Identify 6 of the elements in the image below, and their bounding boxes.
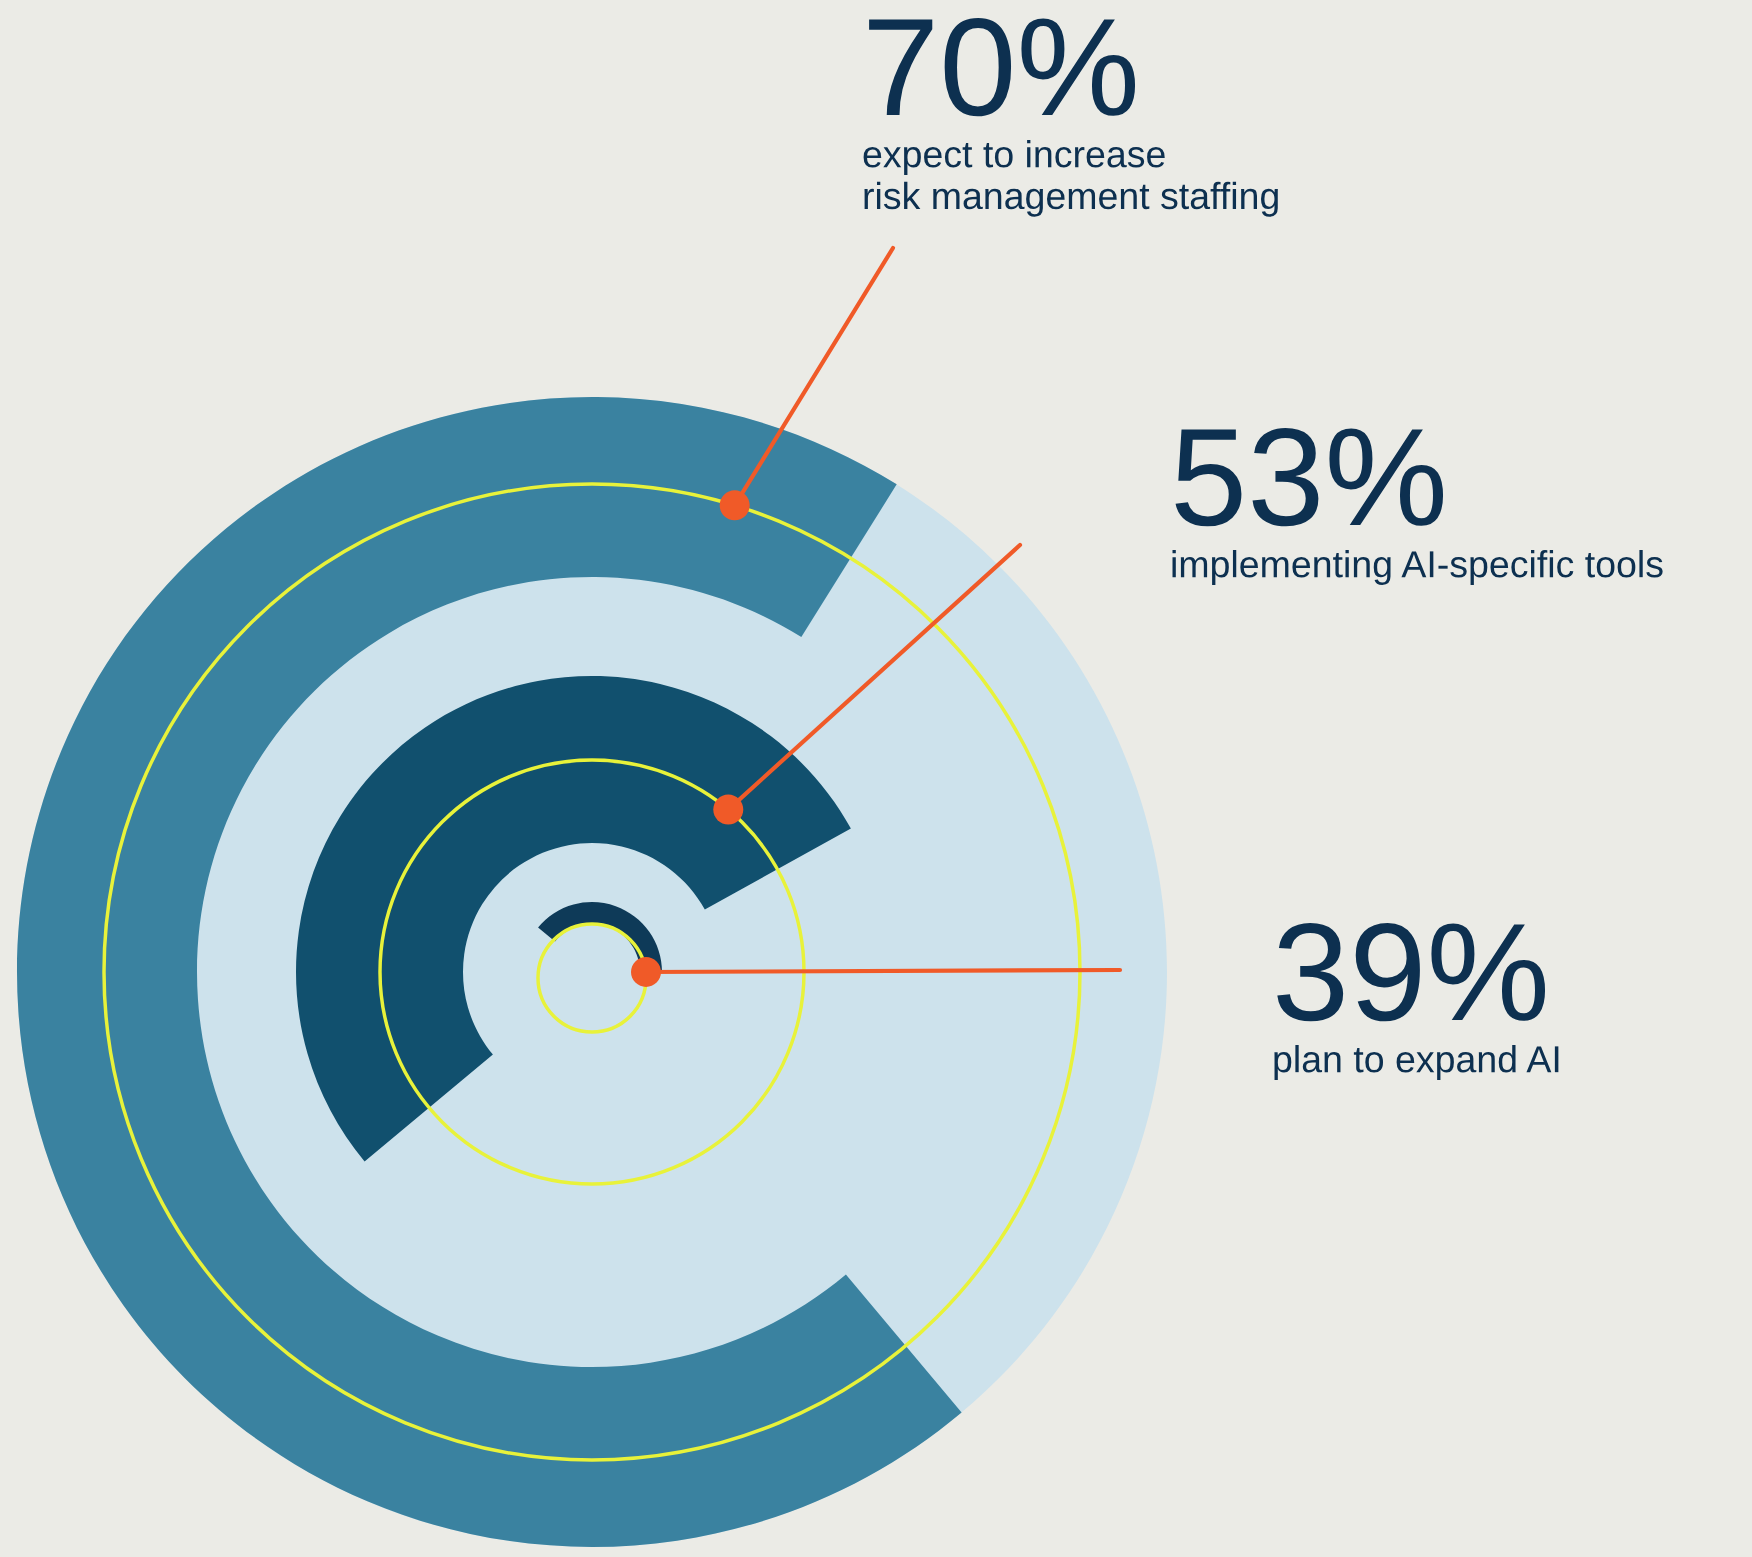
data-label: 70%: [869, 18, 1136, 117]
category-label: expect to increase risk management staffing: [863, 140, 1278, 217]
category-label: plan to expand AI: [1274, 1045, 1559, 1080]
category-label: implementing AI-specific tools: [1172, 550, 1663, 585]
data-label: 39%: [1277, 923, 1546, 1022]
data-label: 53%: [1175, 428, 1444, 527]
